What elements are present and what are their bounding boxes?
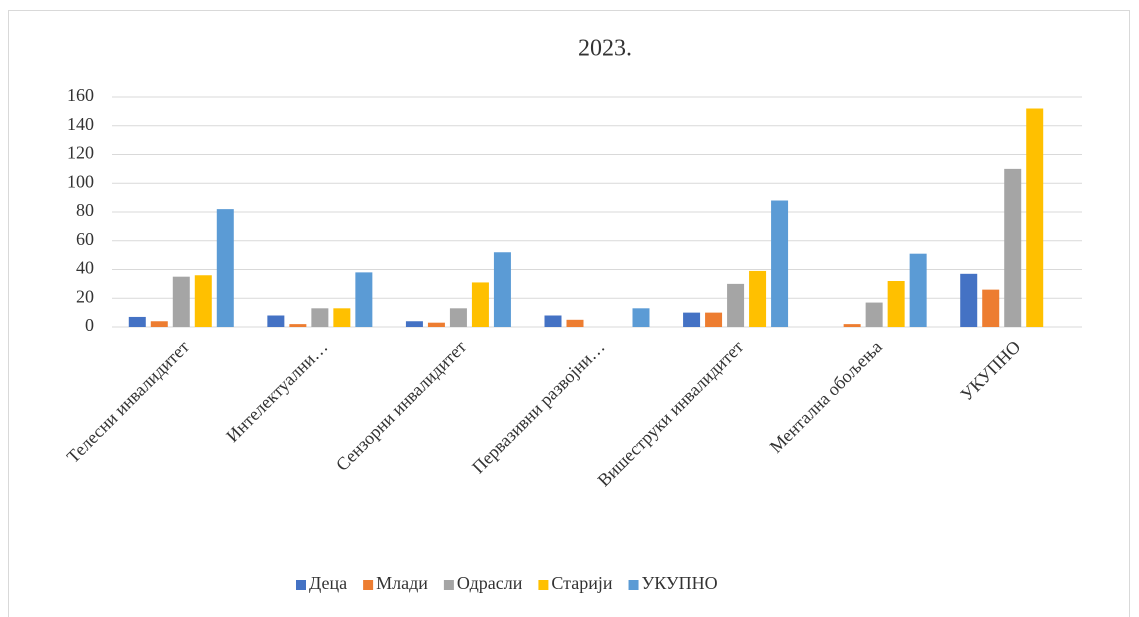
bar: [333, 308, 351, 327]
bar: [355, 272, 373, 327]
y-tick-label: 120: [67, 143, 94, 163]
bar: [960, 273, 978, 327]
bar: [427, 322, 445, 327]
legend-label: Одрасли: [457, 573, 523, 593]
bar: [172, 276, 190, 327]
bar: [405, 321, 423, 327]
bar: [216, 209, 234, 327]
legend-swatch: [628, 580, 639, 590]
y-tick-label: 160: [67, 85, 94, 105]
legend-swatch: [296, 580, 306, 590]
chart-title: 2023.: [578, 36, 632, 62]
bar: [194, 275, 212, 327]
bar: [865, 302, 883, 327]
y-tick-label: 140: [67, 114, 94, 134]
bar: [128, 316, 146, 327]
legend-label: Старији: [551, 573, 612, 593]
bar: [683, 312, 701, 327]
bar: [150, 321, 168, 327]
legend-swatch: [363, 580, 374, 590]
bar: [449, 308, 467, 327]
legend-label: УКУПНО: [642, 573, 718, 593]
bar: [1026, 108, 1044, 327]
y-tick-label: 100: [67, 171, 94, 191]
bar: [566, 319, 584, 327]
y-tick-label: 0: [85, 315, 94, 335]
bar: [749, 270, 767, 327]
legend-swatch: [443, 580, 454, 590]
y-tick-label: 60: [76, 229, 94, 249]
bar: [311, 308, 329, 327]
bar: [471, 282, 489, 327]
y-tick-label: 80: [76, 200, 94, 220]
bar: [843, 324, 861, 327]
legend-label: Млади: [376, 573, 428, 593]
bar: [887, 281, 905, 327]
bar: [909, 253, 927, 327]
legend-swatch: [538, 580, 549, 590]
bar: [493, 252, 511, 327]
bar: [771, 200, 789, 327]
bar: [267, 315, 285, 327]
bar: [289, 324, 307, 327]
bar: [705, 312, 723, 327]
legend-label: Деца: [309, 573, 347, 593]
bar: [1004, 168, 1022, 327]
bar: [632, 308, 650, 327]
bar: [982, 289, 1000, 327]
bar: [727, 283, 745, 327]
bar: [544, 315, 562, 327]
y-tick-label: 20: [76, 286, 94, 306]
y-tick-label: 40: [76, 258, 94, 278]
